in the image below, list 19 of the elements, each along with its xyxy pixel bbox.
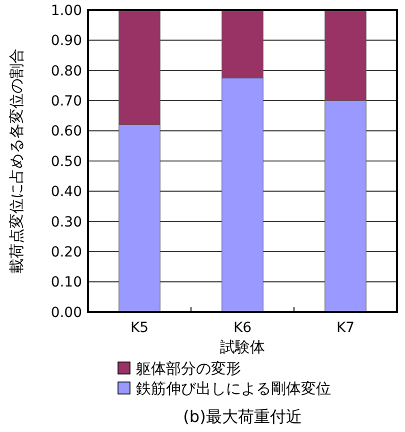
y-tick-label: 0.50 bbox=[50, 154, 82, 170]
text: (b)最大荷重付近 bbox=[183, 407, 302, 426]
x-tick-label: K7 bbox=[336, 320, 355, 336]
y-tick-label: 0.20 bbox=[50, 244, 82, 260]
x-tick-label: K6 bbox=[233, 320, 252, 336]
y-tick-label: 0.70 bbox=[50, 94, 82, 110]
legend-label: 躯体部分の変形 bbox=[136, 359, 241, 378]
y-tick-label: 0.80 bbox=[50, 63, 82, 80]
y-tick-label: 0.60 bbox=[50, 124, 82, 140]
y-axis-title: 載荷点変位に占める各変位の割合 bbox=[7, 48, 26, 274]
y-tick-label: 0.00 bbox=[50, 304, 82, 321]
y-tick-label: 0.90 bbox=[50, 33, 82, 50]
y-tick-label: 1.00 bbox=[50, 2, 82, 19]
y-tick-label: 0.40 bbox=[50, 184, 82, 200]
x-axis-title: 試験体 bbox=[220, 338, 265, 356]
x-tick-label: K5 bbox=[130, 320, 149, 336]
y-tick-label: 0.10 bbox=[50, 274, 82, 291]
y-tick-label: 0.30 bbox=[50, 214, 82, 230]
legend-label: 鉄筋伸び出しによる剛体変位 bbox=[136, 379, 331, 398]
